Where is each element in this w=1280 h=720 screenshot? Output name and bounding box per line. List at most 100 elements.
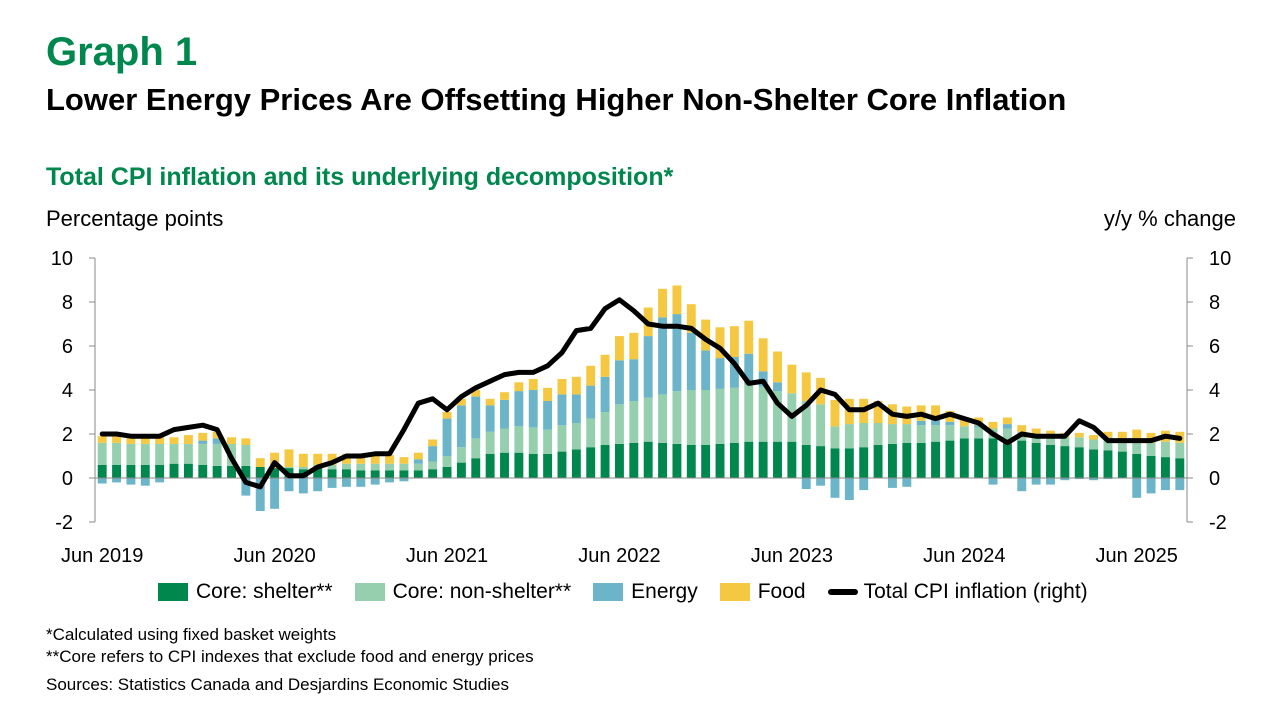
- bar-shelter: [830, 448, 840, 478]
- bar-nonshelter: [356, 463, 366, 471]
- y-tick-label-right: 0: [1209, 468, 1220, 490]
- bar-energy: [1103, 478, 1113, 480]
- bar-energy: [1031, 478, 1041, 485]
- bar-shelter: [485, 453, 495, 478]
- bar-nonshelter: [600, 412, 610, 445]
- bar-energy: [773, 382, 782, 392]
- bar-nonshelter: [931, 425, 941, 442]
- bar-food: [1132, 429, 1142, 441]
- y-tick-label-right: -2: [1209, 512, 1227, 534]
- bar-nonshelter: [1074, 437, 1084, 448]
- bar-nonshelter: [471, 438, 481, 459]
- bar-nonshelter: [1060, 437, 1070, 447]
- footnote-fixed-weights: *Calculated using fixed basket weights: [46, 625, 337, 644]
- bar-food: [126, 437, 136, 444]
- bar-shelter: [183, 463, 193, 478]
- bar-nonshelter: [1031, 435, 1041, 443]
- bar-shelter: [701, 445, 711, 478]
- bar-shelter: [1060, 446, 1070, 478]
- bar-shelter: [586, 447, 596, 478]
- bar-nonshelter: [183, 443, 193, 464]
- bar-energy: [643, 336, 653, 398]
- bar-shelter: [341, 469, 351, 478]
- y-tick-label-left: 2: [62, 424, 73, 446]
- bar-shelter: [399, 470, 409, 478]
- y-tick-label-left: 6: [62, 336, 73, 358]
- bar-food: [801, 372, 811, 401]
- bar-shelter: [1017, 440, 1027, 478]
- y-tick-label-left: 10: [51, 248, 73, 270]
- legend-item-energy: Energy: [593, 580, 698, 604]
- bar-nonshelter: [830, 426, 840, 449]
- total-cpi-line-layer: [99, 297, 1183, 490]
- bar-energy: [931, 418, 941, 426]
- bar-shelter: [787, 441, 797, 478]
- bar-nonshelter: [686, 390, 696, 445]
- bar-energy: [715, 358, 725, 389]
- chart-subtitle: Total CPI inflation and its underlying d…: [46, 163, 674, 191]
- bar-nonshelter: [370, 463, 380, 471]
- bar-nonshelter: [341, 463, 351, 470]
- y-tick-label-right: 6: [1209, 336, 1220, 358]
- x-tick-label: Jun 2025: [1096, 545, 1178, 567]
- legend-label-total: Total CPI inflation (right): [863, 580, 1088, 603]
- bar-food: [385, 454, 395, 464]
- x-tick-label: Jun 2023: [751, 545, 833, 567]
- bar-shelter: [931, 441, 941, 478]
- bar-energy: [255, 478, 265, 511]
- bar-nonshelter: [701, 390, 711, 445]
- bar-energy: [988, 478, 998, 485]
- bar-food: [658, 288, 668, 318]
- bar-food: [873, 401, 883, 423]
- bar-energy: [887, 478, 897, 488]
- bar-shelter: [442, 467, 452, 478]
- bar-energy: [629, 359, 639, 401]
- bar-shelter: [1046, 445, 1055, 478]
- bar-nonshelter: [284, 467, 294, 469]
- bar-nonshelter: [715, 388, 725, 444]
- bar-food: [169, 437, 179, 444]
- bar-food: [672, 285, 682, 315]
- graph-number-label: Graph 1: [46, 30, 198, 74]
- bar-shelter: [212, 465, 222, 478]
- bar-nonshelter: [614, 404, 624, 444]
- bar-shelter: [227, 465, 236, 478]
- bar-nonshelter: [298, 467, 308, 470]
- bar-energy: [686, 332, 696, 390]
- bar-shelter: [686, 445, 696, 478]
- bar-food: [830, 399, 840, 427]
- bar-nonshelter: [1132, 440, 1142, 454]
- bar-food: [614, 336, 624, 361]
- bar-food: [571, 376, 581, 395]
- bar-energy: [155, 478, 165, 483]
- bar-energy: [614, 360, 624, 405]
- bar-energy: [1046, 478, 1055, 485]
- legend: Core: shelter** Core: non-shelter** Ener…: [158, 580, 1110, 604]
- bar-energy: [428, 446, 438, 462]
- bar-shelter: [1089, 449, 1099, 478]
- bar-energy: [945, 421, 955, 426]
- bar-shelter: [600, 445, 610, 478]
- bar-shelter: [916, 442, 926, 478]
- bar-nonshelter: [198, 443, 208, 465]
- legend-item-nonshelter: Core: non-shelter**: [354, 580, 572, 604]
- bar-energy: [1160, 478, 1170, 491]
- bar-nonshelter: [169, 443, 179, 464]
- bar-shelter: [988, 438, 998, 478]
- bar-energy: [557, 394, 567, 426]
- bar-food: [97, 436, 107, 443]
- bar-food: [255, 458, 265, 467]
- bar-energy: [1002, 424, 1012, 429]
- bar-food: [629, 332, 639, 360]
- bar-food: [198, 432, 208, 441]
- bar-food: [471, 390, 481, 397]
- x-tick-label: Jun 2021: [406, 545, 488, 567]
- bar-shelter: [471, 458, 481, 478]
- bar-energy: [1132, 478, 1142, 498]
- bar-energy: [658, 317, 668, 395]
- bar-energy: [471, 396, 481, 439]
- bar-shelter: [543, 453, 553, 478]
- bar-nonshelter: [959, 426, 969, 439]
- legend-label-nonshelter: Core: non-shelter**: [392, 580, 572, 603]
- bar-food: [686, 304, 696, 333]
